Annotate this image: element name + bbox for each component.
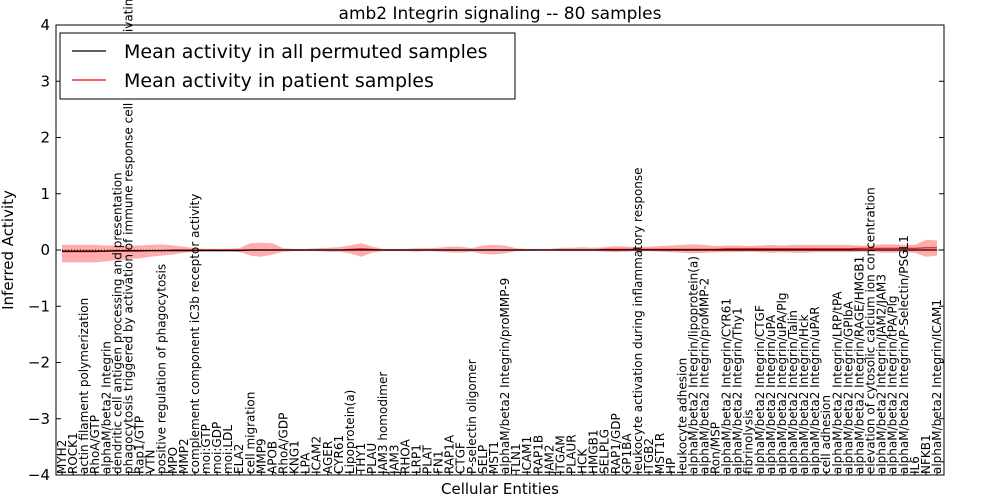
y-tick-label: 3 — [40, 72, 50, 90]
category-label: alphaM/beta2 Integrin/uPA — [764, 314, 778, 474]
category-label: actin filament polymerization — [77, 298, 91, 474]
category-label: MMP9 — [254, 438, 268, 474]
category-label: MMP2 — [177, 438, 191, 474]
legend-label-permuted: Mean activity in all permuted samples — [124, 41, 487, 63]
y-tick-label: −3 — [28, 410, 50, 428]
category-label: alphaM/beta2 Integrin/P-Selectin/PSGL1 — [897, 235, 911, 474]
category-label: KNG1 — [288, 440, 302, 474]
category-label: TLN1 — [509, 443, 523, 475]
category-label: moi:LDL — [221, 425, 235, 474]
category-label: alphaM/beta2 Integrin/Hck — [797, 314, 811, 474]
category-label: Lipoprotein(a) — [343, 390, 357, 474]
legend-label-patient: Mean activity in patient samples — [124, 70, 434, 92]
category-label: cell migration — [243, 392, 257, 474]
category-label: PLAT — [421, 445, 435, 474]
category-label: alphaM/beta2 Integrin — [99, 341, 113, 474]
category-label: PLAUR — [565, 434, 579, 474]
category-label: APOB — [265, 441, 279, 474]
category-label: CYR61 — [332, 435, 346, 474]
category-label: PLAU — [365, 443, 379, 474]
category-label: alphaM/beta2 Integrin/CYR61 — [720, 298, 734, 474]
y-tick-label: −2 — [28, 354, 50, 372]
category-label: alphaM/beta2 Integrin/GPIbA — [841, 300, 855, 474]
category-label: ICAM1 — [520, 436, 534, 474]
category-label: phagocytosis triggered by activation of … — [122, 0, 136, 474]
category-label: P-selectin oligomer — [465, 359, 479, 474]
category-label: ROCK1 — [66, 432, 80, 474]
y-tick-label: 2 — [40, 129, 50, 147]
category-label: alphaM/beta2 Integrin/Thy1 — [731, 307, 745, 474]
y-tick-label: −1 — [28, 297, 50, 315]
category-label: alphaM/beta2 Integrin/Talin — [786, 310, 800, 474]
plot-frame — [55, 24, 945, 476]
activity-band — [62, 239, 937, 263]
category-label: alphaM/beta2 Integrin/proMMP-2 — [697, 278, 711, 474]
category-label: HP — [664, 458, 678, 474]
category-label: MYH2 — [55, 440, 69, 474]
category-label: FN1 — [432, 450, 446, 474]
category-label: JAM3 — [387, 444, 401, 475]
y-axis-label: Inferred Activity — [0, 190, 17, 310]
category-label: alphaM/beta2 Integrin/ICAM1 — [930, 299, 944, 474]
category-label: LRP1 — [409, 444, 423, 474]
category-label: alphaM/beta2 Integrin/proMMP-9 — [498, 278, 512, 474]
category-label: MST1R — [653, 433, 667, 474]
category-label: GP1BA — [620, 433, 634, 474]
category-label: alphaM/beta2 Integrin/uPAR — [808, 306, 822, 474]
y-tick-label: −4 — [28, 466, 50, 484]
category-label: JAM3 homodimer — [376, 372, 390, 475]
category-label: RHOA — [398, 438, 412, 474]
category-label: moi:GDP — [210, 422, 224, 474]
category-label: dendritic cell antigen processing and pr… — [110, 172, 124, 474]
category-label: ELA2 — [232, 444, 246, 474]
category-label: alphaM/beta2 Integrin/lipoprotein(a) — [686, 256, 700, 474]
category-label: CTGF — [454, 442, 468, 474]
category-label: alphaM/beta2 Integrin/CTGF — [753, 305, 767, 474]
category-label: SELPLG — [598, 429, 612, 474]
category-label: moi:GTP — [199, 424, 213, 474]
category-label: elevation of cytosolic calcium ion conce… — [864, 187, 878, 474]
category-label: SELP — [476, 445, 490, 474]
category-label: RhoA/GDP — [277, 413, 291, 474]
category-label: RAP1A — [443, 434, 457, 474]
category-label: ICAM2 — [310, 436, 324, 474]
category-label: leukocyte adhesion — [675, 358, 689, 474]
category-label: ITGB2 — [642, 438, 656, 474]
category-label: MPO — [166, 447, 180, 474]
category-label: alphaM/beta2 Integrin/RAGE/HMGB1 — [853, 256, 867, 474]
category-label: MST1 — [487, 441, 501, 474]
chart-title: amb2 Integrin signaling -- 80 samples — [339, 4, 662, 24]
legend: Mean activity in all permuted samples Me… — [59, 32, 516, 100]
category-label: Ron/MSP — [709, 422, 723, 474]
category-label: ITGAM — [553, 435, 567, 474]
category-label: positive regulation of phagocytosis — [155, 264, 169, 474]
category-label: cell adhesion — [819, 395, 833, 474]
category-label: THY1 — [354, 443, 368, 475]
category-label: AGER — [321, 441, 335, 474]
category-label: Rap1/GTP — [133, 416, 147, 474]
category-label: JAM2 — [542, 444, 556, 475]
y-tick-label: 0 — [40, 241, 50, 259]
category-label: NFKB1 — [919, 434, 933, 474]
category-label: IL6 — [908, 456, 922, 474]
category-label: fibrinolysis — [742, 409, 756, 474]
category-label: alphaM/beta2 Integrin/tPA/Plg — [886, 295, 900, 474]
category-label: complement component iC3b receptor activ… — [188, 194, 202, 474]
category-label: VTN — [144, 449, 158, 474]
category-label: alphaM/beta2 Integrin/JAM2/JAM3 — [875, 274, 889, 474]
category-label: RhoA/GTP — [88, 415, 102, 474]
y-tick-label: 4 — [40, 16, 50, 34]
category-label: leukocyte activation during inflammatory… — [631, 167, 645, 474]
legend-box — [59, 32, 516, 100]
category-label: RAP1B — [531, 435, 545, 474]
y-tick-label: 1 — [40, 185, 50, 203]
category-label: HCK — [576, 448, 590, 474]
category-label: RAP1/GDP — [609, 413, 623, 474]
category-label: HMGB1 — [587, 429, 601, 474]
category-label: alphaM/beta2 Integrin/LRP/tPA — [830, 291, 844, 474]
category-label: LPA — [299, 452, 313, 474]
x-axis-label: Cellular Entities — [441, 480, 559, 498]
category-label: alphaM/beta2 Integrin/uPA/Plg — [775, 293, 789, 474]
